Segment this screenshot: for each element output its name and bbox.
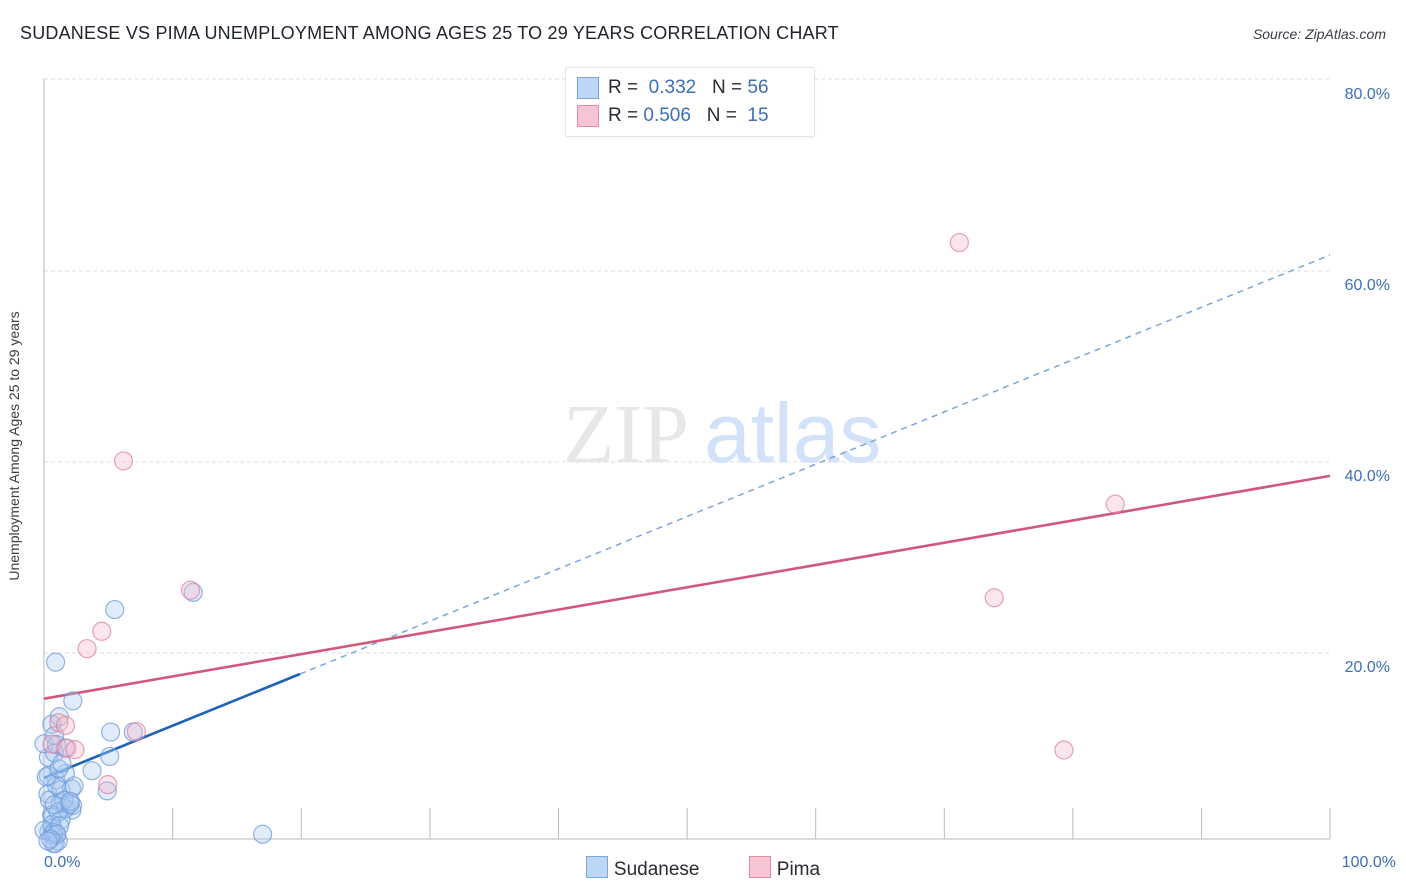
svg-text:atlas: atlas (704, 386, 881, 480)
svg-text:ZIP: ZIP (563, 388, 689, 481)
